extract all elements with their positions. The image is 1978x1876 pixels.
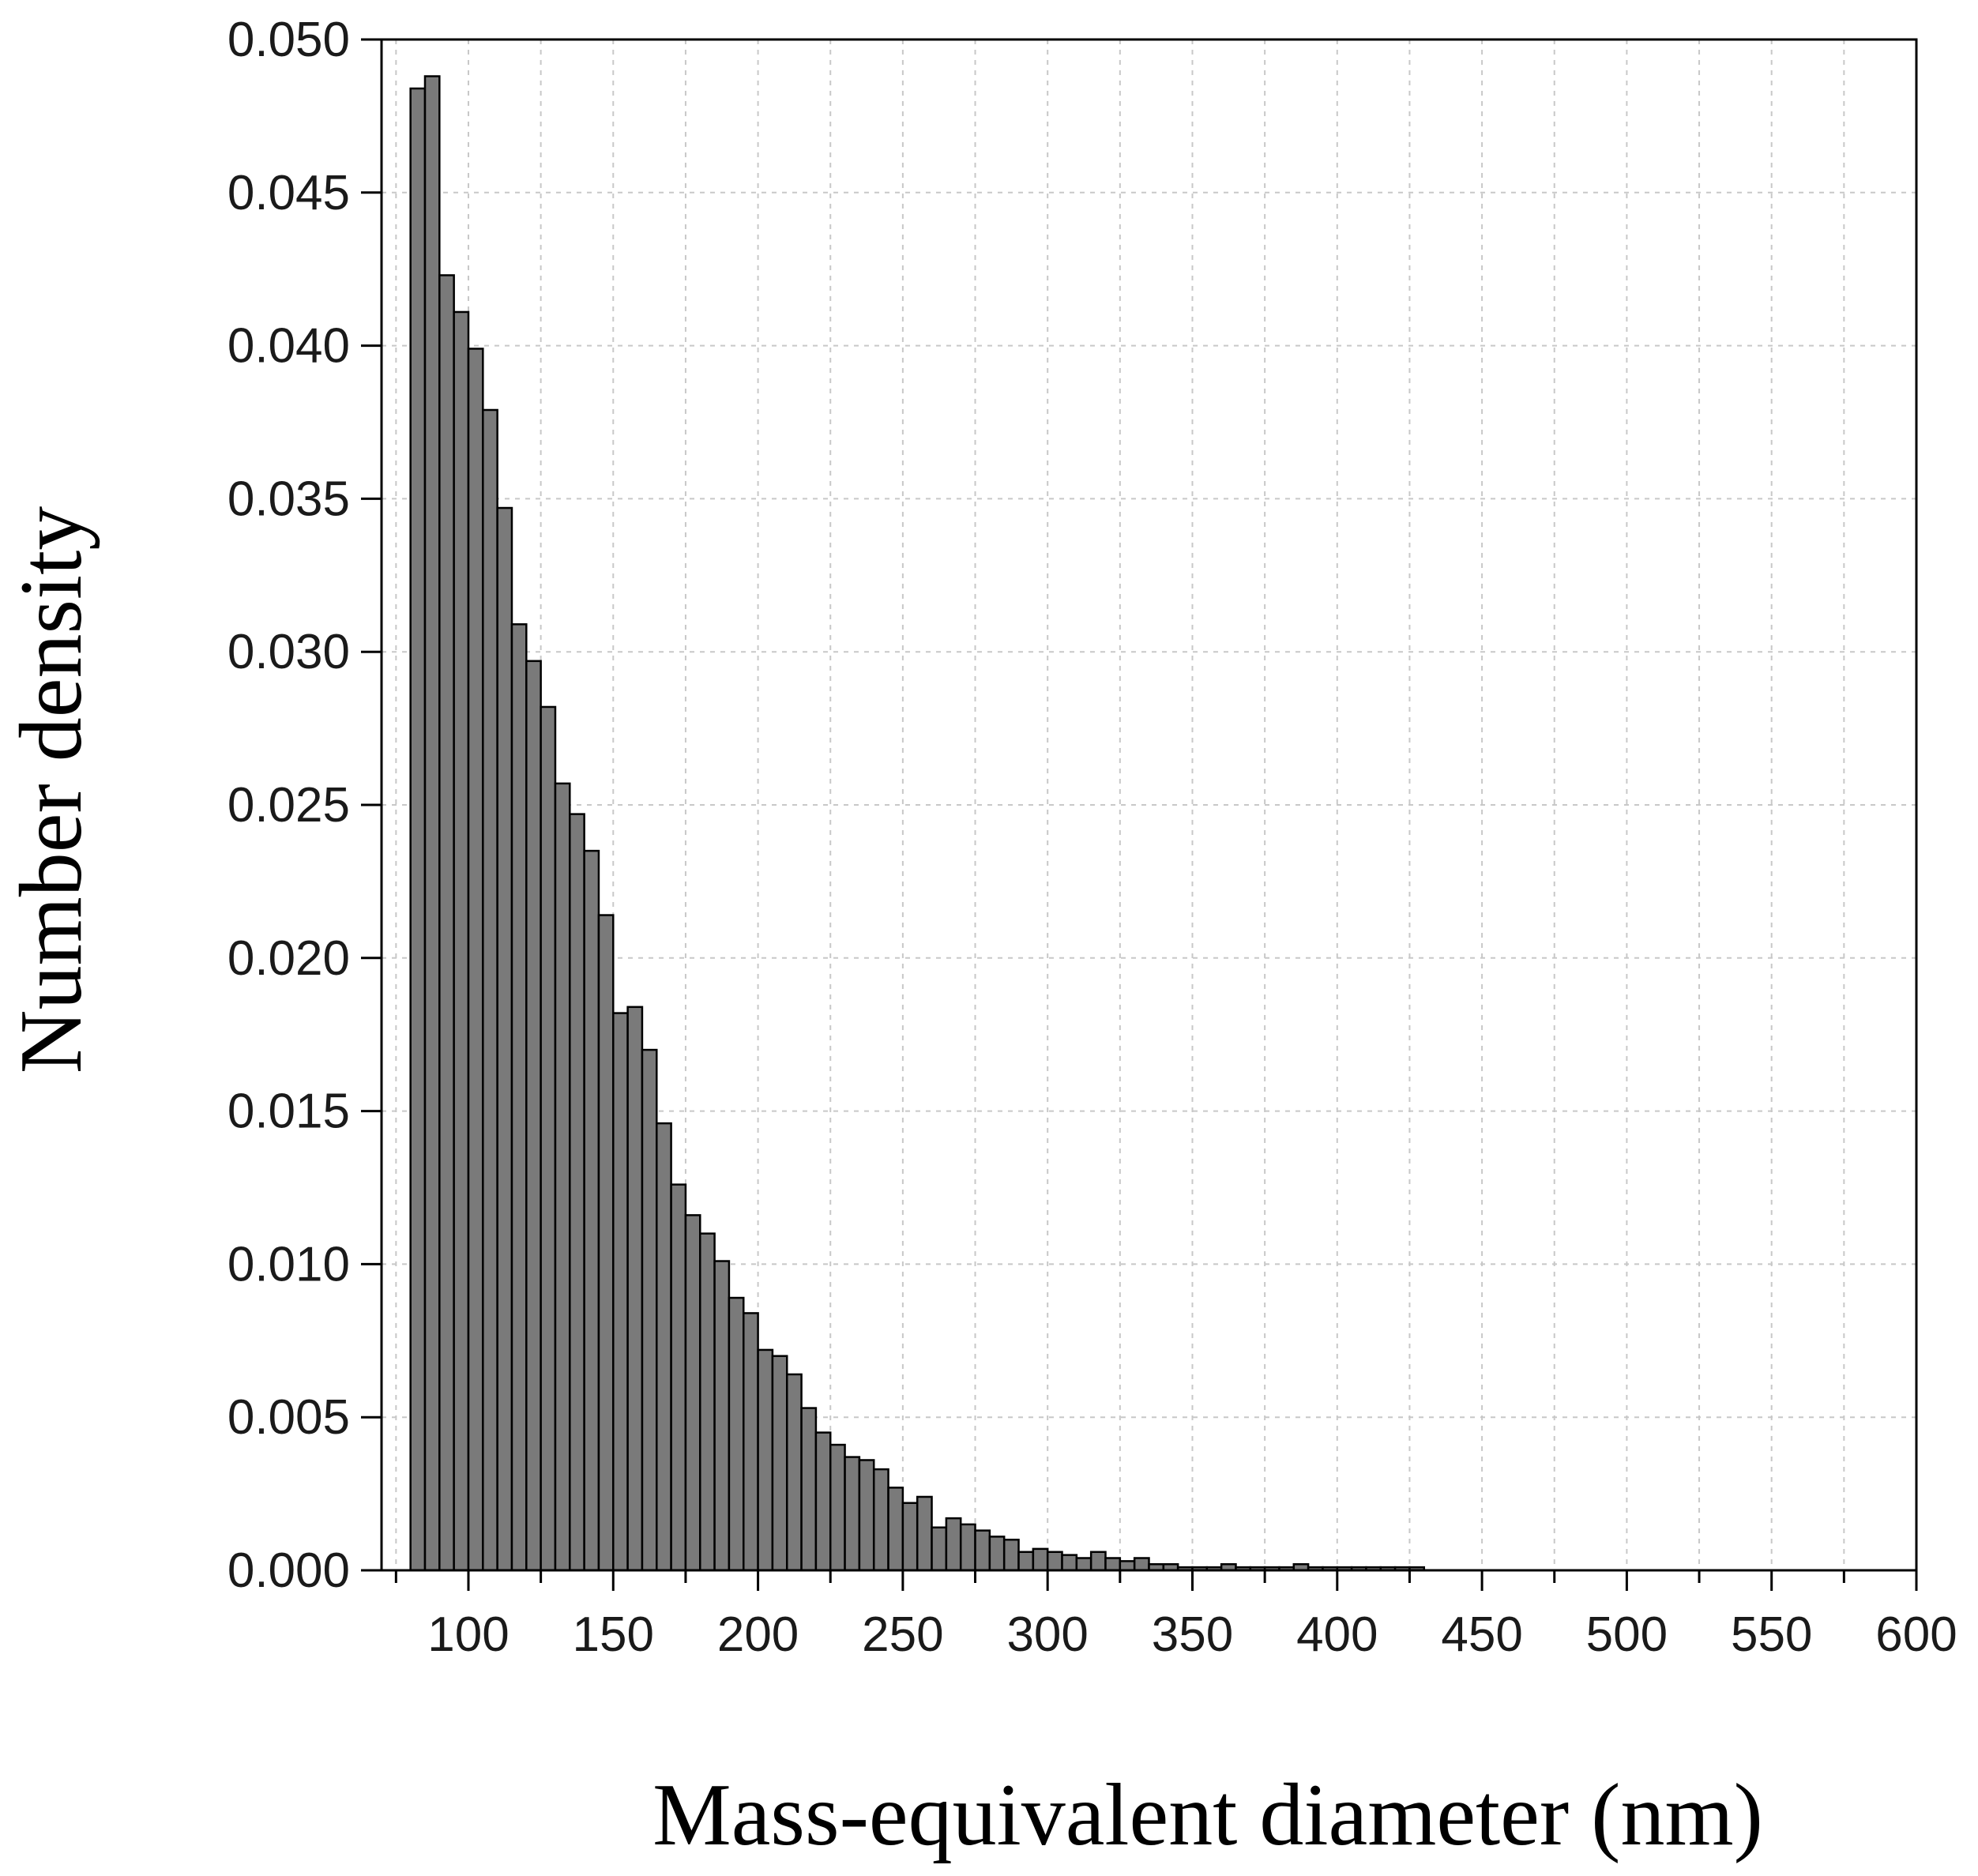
y-tick-label: 0.045 (228, 166, 350, 220)
histogram-bar (1075, 1557, 1092, 1572)
histogram-bar (597, 914, 615, 1572)
histogram-bar (844, 1456, 861, 1572)
x-tick-labels: 100 150 200 250 300 350 400 450 500 550 600 (427, 1607, 1957, 1662)
histogram-bar (1119, 1560, 1136, 1572)
histogram-bar (858, 1459, 875, 1572)
histogram-bar (974, 1529, 991, 1572)
bars-layer (409, 75, 1426, 1572)
histogram-bar (1061, 1554, 1078, 1572)
histogram-bar (496, 506, 513, 1572)
y-axis-title: Number density (2, 506, 100, 1074)
histogram-bar (1104, 1557, 1122, 1572)
histogram-bar (887, 1487, 904, 1572)
histogram-bar (988, 1536, 1006, 1572)
histogram-bar (1002, 1538, 1020, 1572)
histogram-bar (1089, 1551, 1107, 1572)
histogram-bar (510, 623, 528, 1572)
y-tick-labels: 0.000 0.005 0.010 0.015 0.020 0.025 0.030 0.035… (228, 13, 350, 1598)
y-tick-label: 0.025 (228, 778, 350, 833)
x-tick-label: 500 (1586, 1607, 1668, 1662)
histogram-bar (467, 348, 484, 1572)
histogram-bar (1046, 1551, 1063, 1572)
histogram-bar (612, 1012, 629, 1572)
ticks-layer (361, 38, 1918, 1591)
histogram-bar (916, 1495, 933, 1572)
histogram-bar (757, 1348, 774, 1572)
histogram-bar (800, 1407, 818, 1572)
histogram-bar (829, 1443, 846, 1572)
histogram-bar (540, 705, 557, 1572)
y-tick-label: 0.040 (228, 319, 350, 374)
x-tick-label: 100 (427, 1607, 509, 1662)
histogram-bar (743, 1312, 759, 1572)
x-tick-label: 250 (862, 1607, 943, 1662)
histogram-bar (1017, 1551, 1035, 1572)
histogram-bar (554, 782, 571, 1572)
y-tick-label: 0.030 (228, 625, 350, 679)
histogram-bar (453, 310, 470, 1572)
histogram-bar (583, 849, 600, 1572)
histogram-bar (409, 87, 427, 1572)
y-tick-label: 0.000 (228, 1543, 350, 1598)
histogram-bar (872, 1468, 889, 1572)
histogram-bar (699, 1232, 716, 1572)
x-axis-title: Mass-equivalent diameter (nm) (652, 1766, 1763, 1864)
histogram-bar (684, 1214, 701, 1572)
histogram-bar (728, 1296, 745, 1572)
histogram-bar (641, 1048, 658, 1572)
histogram-bar (438, 274, 455, 1572)
x-tick-label: 600 (1875, 1607, 1957, 1662)
x-tick-label: 550 (1731, 1607, 1812, 1662)
histogram-bar (945, 1517, 962, 1572)
y-tick-label: 0.010 (228, 1237, 350, 1291)
x-tick-label: 450 (1441, 1607, 1522, 1662)
histogram-bar (1032, 1547, 1049, 1572)
histogram-bar (569, 813, 585, 1572)
histogram-bar (1133, 1557, 1150, 1572)
y-tick-label: 0.015 (228, 1085, 350, 1139)
histogram-bar (931, 1526, 948, 1572)
x-tick-label: 400 (1296, 1607, 1378, 1662)
y-tick-label: 0.035 (228, 472, 350, 526)
x-tick-label: 350 (1152, 1607, 1233, 1662)
histogram-bar (771, 1355, 788, 1572)
histogram-bar (482, 408, 498, 1572)
histogram-bar (525, 660, 542, 1572)
histogram-bar (959, 1523, 976, 1572)
x-tick-label: 150 (573, 1607, 654, 1662)
y-tick-label: 0.005 (228, 1390, 350, 1445)
histogram-bar (626, 1006, 644, 1572)
histogram-bar (423, 75, 441, 1572)
histogram-bar (656, 1122, 672, 1572)
y-tick-label: 0.050 (228, 13, 350, 67)
histogram-bar (814, 1431, 832, 1572)
y-tick-label: 0.020 (228, 931, 350, 986)
histogram-bar (670, 1183, 687, 1572)
x-tick-label: 300 (1006, 1607, 1088, 1662)
histogram-bar (713, 1260, 731, 1572)
x-tick-label: 200 (717, 1607, 799, 1662)
histogram-bar (901, 1502, 919, 1572)
histogram-bar (785, 1373, 803, 1572)
